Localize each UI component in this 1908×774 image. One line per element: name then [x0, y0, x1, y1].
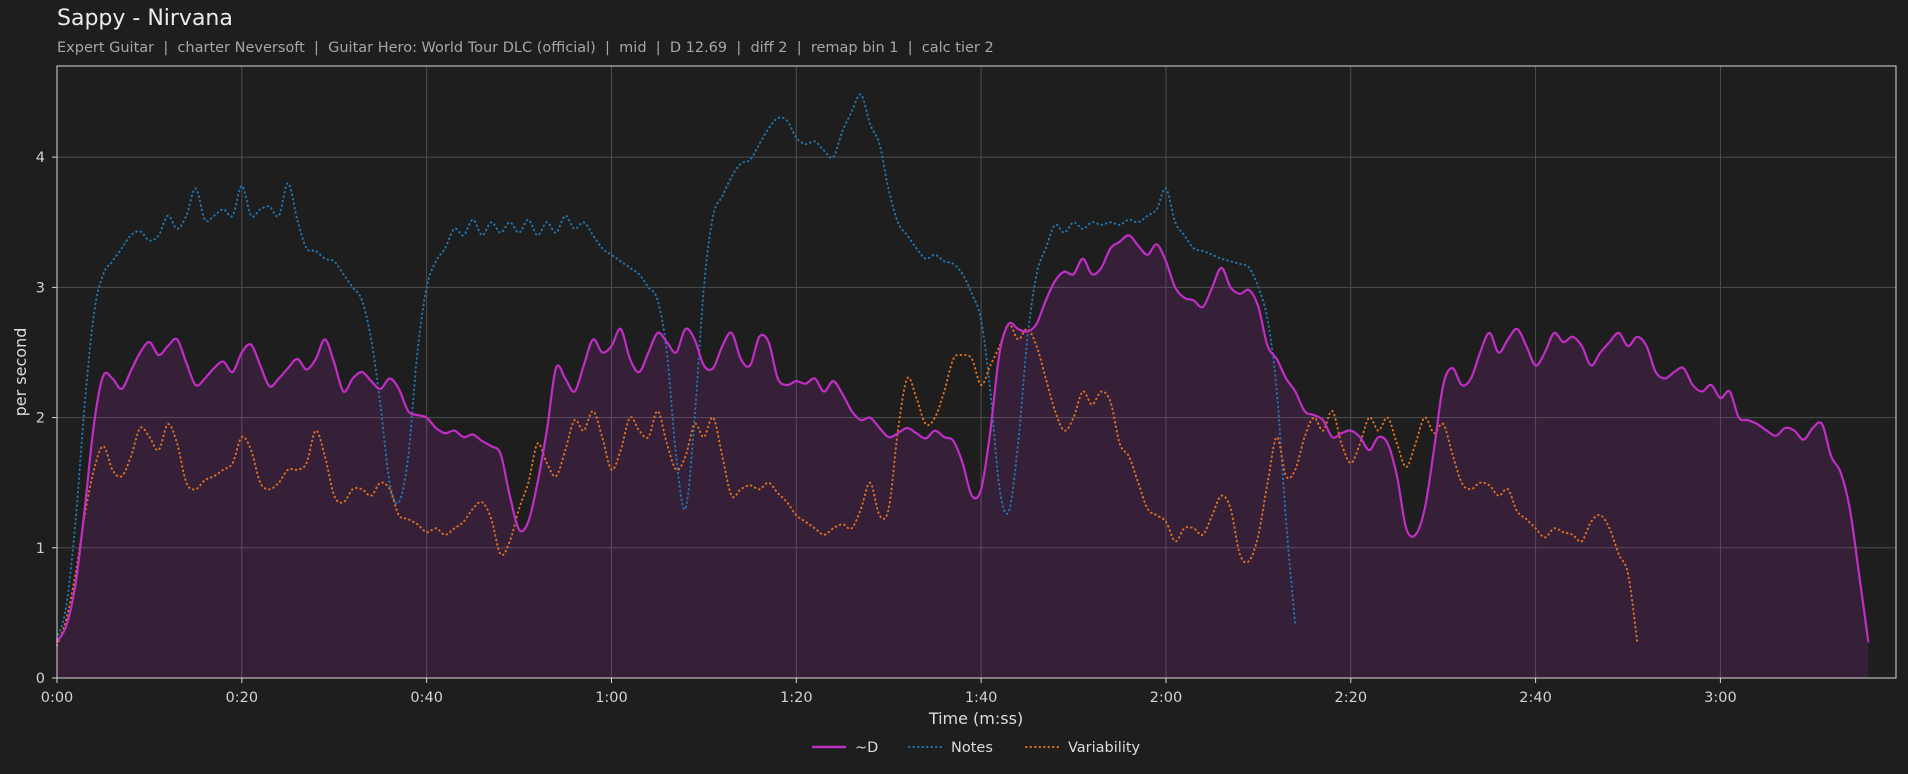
chart-subtitle: Expert Guitar | charter Neversoft | Guit…	[57, 40, 994, 56]
legend-label-d: ~D	[855, 740, 878, 756]
x-tick-label: 0:20	[226, 690, 259, 706]
y-axis: 0 1 2 3 4	[36, 150, 57, 687]
x-tick-label: 0:00	[41, 690, 74, 706]
y-tick-label: 0	[36, 671, 45, 687]
y-tick-label: 4	[36, 150, 45, 166]
x-axis: 0:00 0:20 0:40 1:00 1:20 1:40 2:00 2:20 2:40 3:00	[41, 678, 1737, 706]
x-tick-label: 1:20	[780, 690, 813, 706]
x-tick-label: 2:00	[1150, 690, 1183, 706]
y-tick-label: 2	[36, 411, 45, 427]
series-d-area	[57, 235, 1869, 679]
x-axis-label: Time (m:ss)	[928, 709, 1023, 728]
y-tick-label: 3	[36, 280, 45, 296]
legend: ~D Notes Variability	[811, 740, 1141, 756]
series-variability-line	[56, 322, 1639, 647]
x-tick-label: 1:00	[595, 690, 628, 706]
series-layer	[55, 93, 1870, 679]
legend-label-variability: Variability	[1068, 740, 1141, 756]
series-d-line	[55, 234, 1870, 643]
series-notes-line	[56, 93, 1297, 640]
y-axis-label: per second	[11, 328, 30, 417]
x-tick-label: 1:40	[965, 690, 998, 706]
plot-frame	[56, 65, 1897, 679]
chart-title: Sappy - Nirvana	[57, 6, 233, 31]
legend-label-notes: Notes	[951, 740, 993, 756]
x-tick-label: 2:40	[1519, 690, 1552, 706]
x-tick-label: 2:20	[1334, 690, 1367, 706]
y-tick-label: 1	[36, 541, 45, 557]
x-tick-label: 0:40	[410, 690, 443, 706]
x-tick-label: 3:00	[1704, 690, 1737, 706]
